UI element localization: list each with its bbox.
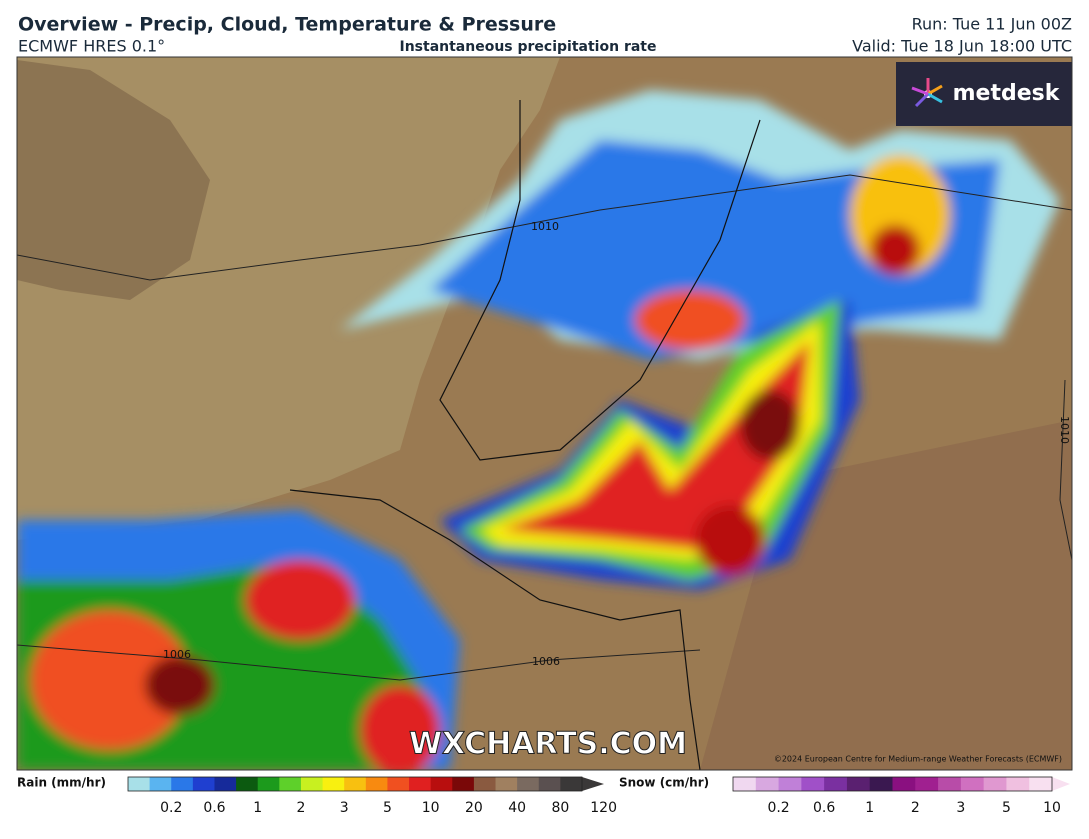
rain-swatch <box>387 777 410 791</box>
rain-swatch <box>322 777 345 791</box>
rain-tick-label: 3 <box>340 800 349 816</box>
snow-swatch <box>1006 777 1030 791</box>
rain-swatch <box>409 777 432 791</box>
isobar-label: 1010 <box>531 220 559 233</box>
rain-tick-label: 0.6 <box>203 800 225 816</box>
copyright: ©2024 European Centre for Medium-range W… <box>774 755 1062 764</box>
rain-tick-label: 120 <box>590 800 617 816</box>
snow-swatch <box>778 777 802 791</box>
rain-swatch <box>192 777 215 791</box>
snow-swatch <box>983 777 1007 791</box>
valid: Valid: Tue 18 Jun 18:00 UTC <box>852 37 1072 56</box>
snow-tick-label: 1 <box>865 800 874 816</box>
rain-tick-label: 2 <box>296 800 305 816</box>
rain-swatch <box>517 777 540 791</box>
snow-label: Snow (cm/hr) <box>619 776 709 790</box>
rain-swatch <box>149 777 172 791</box>
snow-swatch <box>733 777 757 791</box>
rain-swatch <box>430 777 453 791</box>
rain-swatch <box>171 777 194 791</box>
snow-swatch <box>824 777 848 791</box>
watermark: WXCHARTS.COM <box>409 727 687 762</box>
map-frame <box>16 56 1073 771</box>
rain-swatch <box>128 777 151 791</box>
brand-logo <box>911 78 943 108</box>
snow-swatch <box>1029 777 1053 791</box>
snow-swatch <box>960 777 985 791</box>
rain-swatch <box>257 777 280 791</box>
snow-swatch <box>938 777 962 791</box>
isobar <box>1059 379 1072 561</box>
snow-tick-label: 3 <box>956 800 965 816</box>
rain-label: Rain (mm/hr) <box>17 776 106 790</box>
rain-swatch <box>473 777 497 791</box>
rain-swatch <box>495 777 518 791</box>
snow-swatch <box>801 777 825 791</box>
snow-swatch <box>869 777 893 791</box>
rain-swatch <box>279 777 302 791</box>
england <box>17 60 210 300</box>
brand: metdesk <box>953 81 1061 106</box>
snow-tick-label: 5 <box>1002 800 1011 816</box>
rain-tick-label: 20 <box>465 800 483 816</box>
rain-swatch <box>236 777 259 791</box>
isobar-label: 1006 <box>163 648 191 661</box>
snow-tick-label: 10 <box>1043 800 1061 816</box>
rain-frame <box>127 776 583 792</box>
map: 1010 1006 1006 1010 metdesk WXCHARTS.COM… <box>17 57 1072 770</box>
rain-swatch <box>300 777 324 791</box>
isobar-label: 1006 <box>532 655 560 668</box>
snow-tick-label: 2 <box>911 800 920 816</box>
precip <box>17 90 1060 770</box>
isobar <box>17 174 1072 281</box>
snow-swatch <box>892 777 916 791</box>
rain-swatch <box>214 777 237 791</box>
rain-tick-label: 5 <box>383 800 392 816</box>
title: Overview - Precip, Cloud, Temperature & … <box>18 14 556 36</box>
coastline <box>439 100 761 461</box>
rain-tick-label: 80 <box>551 800 569 816</box>
snow-swatch <box>755 777 780 791</box>
rain-swatch <box>344 777 367 791</box>
run: Run: Tue 11 Jun 00Z <box>912 15 1072 34</box>
rain-tick-label: 10 <box>422 800 440 816</box>
border <box>289 489 701 770</box>
snow-frame <box>732 776 1053 792</box>
rain-swatch <box>538 777 561 791</box>
snow-arrow <box>1052 777 1070 791</box>
snow-tick-label: 0.2 <box>767 800 789 816</box>
rain-swatch <box>452 777 475 791</box>
snow-tick-label: 0.6 <box>813 800 835 816</box>
rain-swatch <box>560 777 583 791</box>
rain-tick-label: 40 <box>508 800 526 816</box>
rain-tick-label: 0.2 <box>160 800 182 816</box>
snow-swatch <box>915 777 939 791</box>
rain-arrow <box>582 777 604 791</box>
snow-swatch <box>846 777 871 791</box>
isobar-label: 1010 <box>1058 416 1071 444</box>
model: ECMWF HRES 0.1° <box>18 37 165 56</box>
rain-swatch <box>365 777 388 791</box>
isobar <box>17 644 701 681</box>
rain-tick-label: 1 <box>253 800 262 816</box>
field: Instantaneous precipitation rate <box>400 39 657 55</box>
